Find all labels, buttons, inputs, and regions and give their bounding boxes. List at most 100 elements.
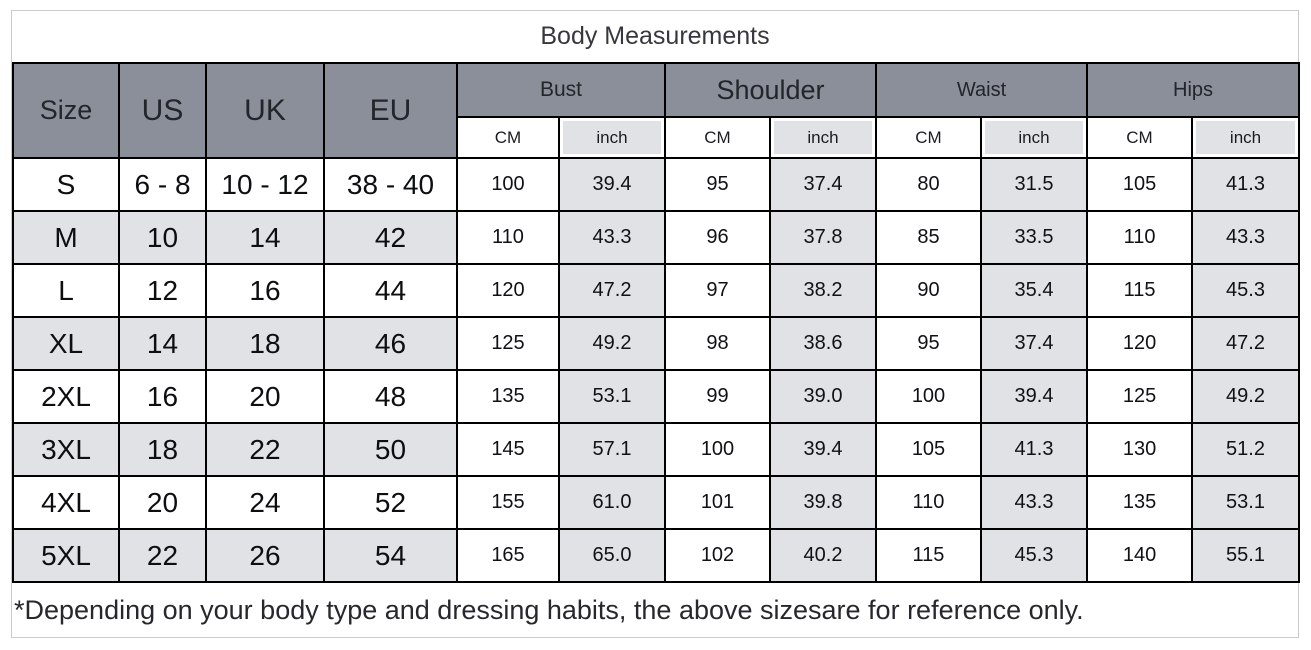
cell-hips_inch: 53.1 xyxy=(1191,475,1301,530)
cell-hips_inch: 41.3 xyxy=(1191,157,1301,212)
col-header-us: US xyxy=(118,62,207,159)
cell-eu: 46 xyxy=(323,316,458,371)
cell-bust_cm: 155 xyxy=(456,475,560,530)
cell-uk: 18 xyxy=(205,316,325,371)
cell-hips_cm: 110 xyxy=(1086,210,1194,265)
col-header-size: Size xyxy=(12,62,120,159)
cell-us: 14 xyxy=(118,316,207,371)
cell-bust_cm: 125 xyxy=(456,316,560,371)
cell-shoulder_cm: 100 xyxy=(664,422,771,477)
cell-shoulder_cm: 96 xyxy=(664,210,771,265)
table-row: 3XL 18 22 50 145 57.1 100 39.4 105 41.3 130 51.2 xyxy=(12,422,1301,477)
cell-shoulder_cm: 95 xyxy=(664,157,771,212)
cell-size: 3XL xyxy=(12,422,120,477)
cell-size: 4XL xyxy=(12,475,120,530)
cell-shoulder_inch: 38.2 xyxy=(769,263,877,318)
cell-shoulder_cm: 98 xyxy=(664,316,771,371)
cell-bust_inch: 43.3 xyxy=(558,210,666,265)
col-group-bust: Bust xyxy=(456,62,666,118)
table-row: 5XL 22 26 54 165 65.0 102 40.2 115 45.3 140 55.1 xyxy=(12,528,1301,583)
cell-waist_cm: 115 xyxy=(875,528,982,583)
cell-shoulder_inch: 37.4 xyxy=(769,157,877,212)
cell-waist_inch: 35.4 xyxy=(979,263,1089,318)
cell-hips_cm: 105 xyxy=(1086,157,1194,212)
unit-header-waist-cm: CM xyxy=(875,116,982,159)
cell-eu: 52 xyxy=(323,475,458,530)
cell-hips_cm: 115 xyxy=(1086,263,1194,318)
cell-uk: 10 - 12 xyxy=(205,157,325,212)
unit-header-waist-inch: inch xyxy=(979,116,1089,159)
cell-eu: 48 xyxy=(323,369,458,424)
cell-shoulder_inch: 37.8 xyxy=(769,210,877,265)
cell-shoulder_inch: 39.8 xyxy=(769,475,877,530)
cell-hips_cm: 130 xyxy=(1086,422,1194,477)
cell-bust_inch: 39.4 xyxy=(558,157,666,212)
footnote: *Depending on your body type and dressin… xyxy=(14,595,1084,625)
cell-bust_cm: 100 xyxy=(456,157,560,212)
cell-hips_cm: 135 xyxy=(1086,475,1194,530)
cell-uk: 24 xyxy=(205,475,325,530)
cell-bust_inch: 65.0 xyxy=(558,528,666,583)
unit-header-hips-cm: CM xyxy=(1086,116,1194,159)
table-row: 4XL 20 24 52 155 61.0 101 39.8 110 43.3 135 53.1 xyxy=(12,475,1301,530)
table-row: M 10 14 42 110 43.3 96 37.8 85 33.5 110 43.3 xyxy=(12,210,1301,265)
cell-size: L xyxy=(12,263,120,318)
cell-bust_cm: 135 xyxy=(456,369,560,424)
cell-waist_cm: 85 xyxy=(875,210,982,265)
cell-uk: 26 xyxy=(205,528,325,583)
cell-size: M xyxy=(12,210,120,265)
cell-us: 10 xyxy=(118,210,207,265)
cell-bust_cm: 145 xyxy=(456,422,560,477)
cell-waist_inch: 33.5 xyxy=(979,210,1089,265)
cell-waist_inch: 37.4 xyxy=(979,316,1089,371)
cell-us: 22 xyxy=(118,528,207,583)
table-row: L 12 16 44 120 47.2 97 38.2 90 35.4 115 45.3 xyxy=(12,263,1301,318)
cell-uk: 16 xyxy=(205,263,325,318)
cell-hips_inch: 47.2 xyxy=(1191,316,1301,371)
cell-eu: 54 xyxy=(323,528,458,583)
col-group-waist: Waist xyxy=(874,62,1089,118)
table-row: 2XL 16 20 48 135 53.1 99 39.0 100 39.4 125 49.2 xyxy=(12,369,1301,424)
cell-eu: 50 xyxy=(323,422,458,477)
cell-waist_cm: 90 xyxy=(875,263,982,318)
cell-uk: 20 xyxy=(205,369,325,424)
cell-uk: 22 xyxy=(205,422,325,477)
cell-waist_cm: 110 xyxy=(875,475,982,530)
cell-shoulder_inch: 40.2 xyxy=(769,528,877,583)
cell-us: 6 - 8 xyxy=(118,157,207,212)
cell-hips_inch: 51.2 xyxy=(1191,422,1301,477)
unit-header-bust-cm: CM xyxy=(456,116,560,159)
cell-shoulder_cm: 101 xyxy=(664,475,771,530)
cell-waist_cm: 80 xyxy=(875,157,982,212)
col-header-uk: UK xyxy=(205,62,325,159)
cell-hips_cm: 140 xyxy=(1086,528,1194,583)
cell-bust_inch: 49.2 xyxy=(558,316,666,371)
unit-header-hips-inch: inch xyxy=(1191,116,1301,159)
cell-eu: 44 xyxy=(323,263,458,318)
cell-waist_inch: 43.3 xyxy=(979,475,1089,530)
cell-hips_inch: 43.3 xyxy=(1191,210,1301,265)
cell-us: 20 xyxy=(118,475,207,530)
chart-title: Body Measurements xyxy=(540,22,770,50)
col-header-eu: EU xyxy=(323,62,458,159)
cell-waist_inch: 31.5 xyxy=(979,157,1089,212)
cell-shoulder_inch: 39.0 xyxy=(769,369,877,424)
cell-hips_inch: 55.1 xyxy=(1191,528,1301,583)
cell-bust_inch: 57.1 xyxy=(558,422,666,477)
unit-header-shoulder-cm: CM xyxy=(664,116,771,159)
cell-shoulder_cm: 97 xyxy=(664,263,771,318)
cell-waist_cm: 95 xyxy=(875,316,982,371)
cell-shoulder_cm: 102 xyxy=(664,528,771,583)
size-table: Size US UK EU Bust Shoulder Waist Hips C… xyxy=(12,62,1301,583)
cell-bust_inch: 61.0 xyxy=(558,475,666,530)
cell-shoulder_cm: 99 xyxy=(664,369,771,424)
size-chart-panel: Body Measurements Size US UK EU Bust Sho… xyxy=(11,10,1301,638)
cell-uk: 14 xyxy=(205,210,325,265)
col-group-hips: Hips xyxy=(1086,62,1301,118)
unit-header-bust-inch: inch xyxy=(558,116,666,159)
cell-bust_inch: 47.2 xyxy=(558,263,666,318)
cell-bust_inch: 53.1 xyxy=(558,369,666,424)
cell-waist_cm: 100 xyxy=(875,369,982,424)
cell-size: XL xyxy=(12,316,120,371)
